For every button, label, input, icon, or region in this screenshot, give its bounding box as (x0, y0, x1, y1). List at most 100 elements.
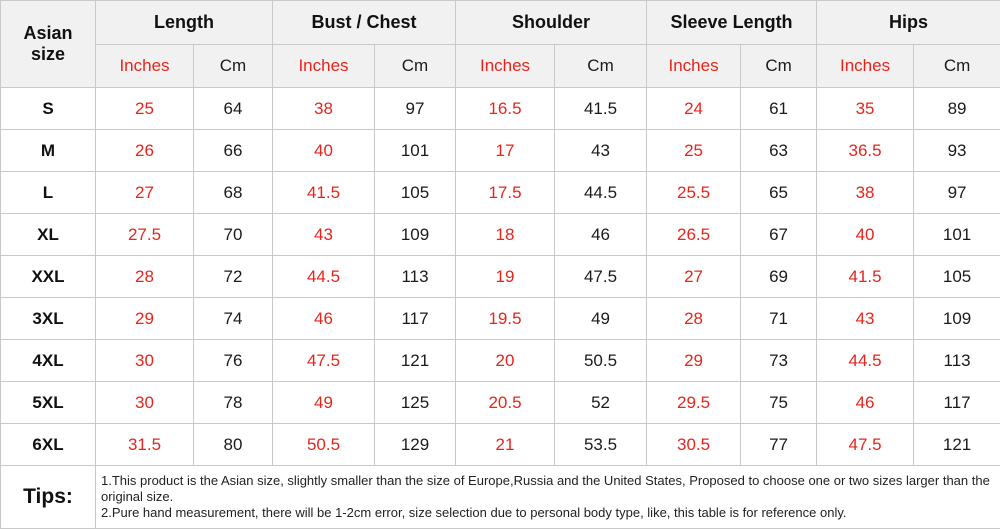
tips-line-2: 2.Pure hand measurement, there will be 1… (101, 505, 996, 521)
value-cell: 121 (914, 424, 1000, 466)
unit-header-inches: Inches (817, 45, 914, 88)
value-cell: 17 (456, 130, 555, 172)
value-cell: 80 (194, 424, 273, 466)
value-cell: 19.5 (456, 298, 555, 340)
value-cell: 68 (194, 172, 273, 214)
header-length: Length (96, 1, 273, 45)
value-cell: 17.5 (456, 172, 555, 214)
value-cell: 75 (741, 382, 817, 424)
value-cell: 47.5 (273, 340, 375, 382)
value-cell: 38 (817, 172, 914, 214)
value-cell: 109 (375, 214, 456, 256)
measure-header-row: Asian size Length Bust / Chest Shoulder … (1, 1, 1000, 45)
value-cell: 50.5 (555, 340, 647, 382)
value-cell: 65 (741, 172, 817, 214)
value-cell: 44.5 (817, 340, 914, 382)
header-hips: Hips (817, 1, 1000, 45)
value-cell: 27 (96, 172, 194, 214)
value-cell: 105 (375, 172, 456, 214)
value-cell: 27.5 (96, 214, 194, 256)
value-cell: 125 (375, 382, 456, 424)
value-cell: 93 (914, 130, 1000, 172)
size-cell: L (1, 172, 96, 214)
value-cell: 49 (555, 298, 647, 340)
value-cell: 26 (96, 130, 194, 172)
value-cell: 24 (647, 88, 741, 130)
value-cell: 44.5 (273, 256, 375, 298)
value-cell: 20 (456, 340, 555, 382)
value-cell: 28 (96, 256, 194, 298)
value-cell: 46 (555, 214, 647, 256)
value-cell: 97 (375, 88, 456, 130)
unit-header-cm: Cm (555, 45, 647, 88)
header-bust-chest: Bust / Chest (273, 1, 456, 45)
size-cell: 6XL (1, 424, 96, 466)
value-cell: 41.5 (273, 172, 375, 214)
value-cell: 31.5 (96, 424, 194, 466)
value-cell: 47.5 (555, 256, 647, 298)
value-cell: 25 (647, 130, 741, 172)
value-cell: 25.5 (647, 172, 741, 214)
value-cell: 30 (96, 340, 194, 382)
value-cell: 25 (96, 88, 194, 130)
value-cell: 43 (817, 298, 914, 340)
value-cell: 20.5 (456, 382, 555, 424)
value-cell: 26.5 (647, 214, 741, 256)
value-cell: 113 (375, 256, 456, 298)
size-cell: S (1, 88, 96, 130)
size-cell: M (1, 130, 96, 172)
value-cell: 44.5 (555, 172, 647, 214)
value-cell: 89 (914, 88, 1000, 130)
value-cell: 27 (647, 256, 741, 298)
unit-header-inches: Inches (273, 45, 375, 88)
value-cell: 29 (96, 298, 194, 340)
value-cell: 36.5 (817, 130, 914, 172)
value-cell: 117 (375, 298, 456, 340)
size-cell: 4XL (1, 340, 96, 382)
unit-header-inches: Inches (456, 45, 555, 88)
unit-header-inches: Inches (96, 45, 194, 88)
unit-header-cm: Cm (194, 45, 273, 88)
value-cell: 53.5 (555, 424, 647, 466)
size-cell: XL (1, 214, 96, 256)
corner-header-asian-size: Asian size (1, 1, 96, 88)
value-cell: 29 (647, 340, 741, 382)
value-cell: 78 (194, 382, 273, 424)
tips-line-1: 1.This product is the Asian size, slight… (101, 473, 996, 505)
value-cell: 117 (914, 382, 1000, 424)
value-cell: 129 (375, 424, 456, 466)
size-cell: XXL (1, 256, 96, 298)
value-cell: 35 (817, 88, 914, 130)
value-cell: 49 (273, 382, 375, 424)
corner-header-line: Asian (1, 23, 95, 44)
header-shoulder: Shoulder (456, 1, 647, 45)
tips-text: 1.This product is the Asian size, slight… (96, 466, 1000, 529)
corner-header-line: size (1, 44, 95, 65)
value-cell: 16.5 (456, 88, 555, 130)
value-cell: 30 (96, 382, 194, 424)
value-cell: 101 (375, 130, 456, 172)
value-cell: 19 (456, 256, 555, 298)
value-cell: 113 (914, 340, 1000, 382)
value-cell: 63 (741, 130, 817, 172)
value-cell: 76 (194, 340, 273, 382)
value-cell: 41.5 (817, 256, 914, 298)
value-cell: 109 (914, 298, 1000, 340)
value-cell: 41.5 (555, 88, 647, 130)
value-cell: 97 (914, 172, 1000, 214)
value-cell: 69 (741, 256, 817, 298)
value-cell: 52 (555, 382, 647, 424)
value-cell: 50.5 (273, 424, 375, 466)
value-cell: 47.5 (817, 424, 914, 466)
